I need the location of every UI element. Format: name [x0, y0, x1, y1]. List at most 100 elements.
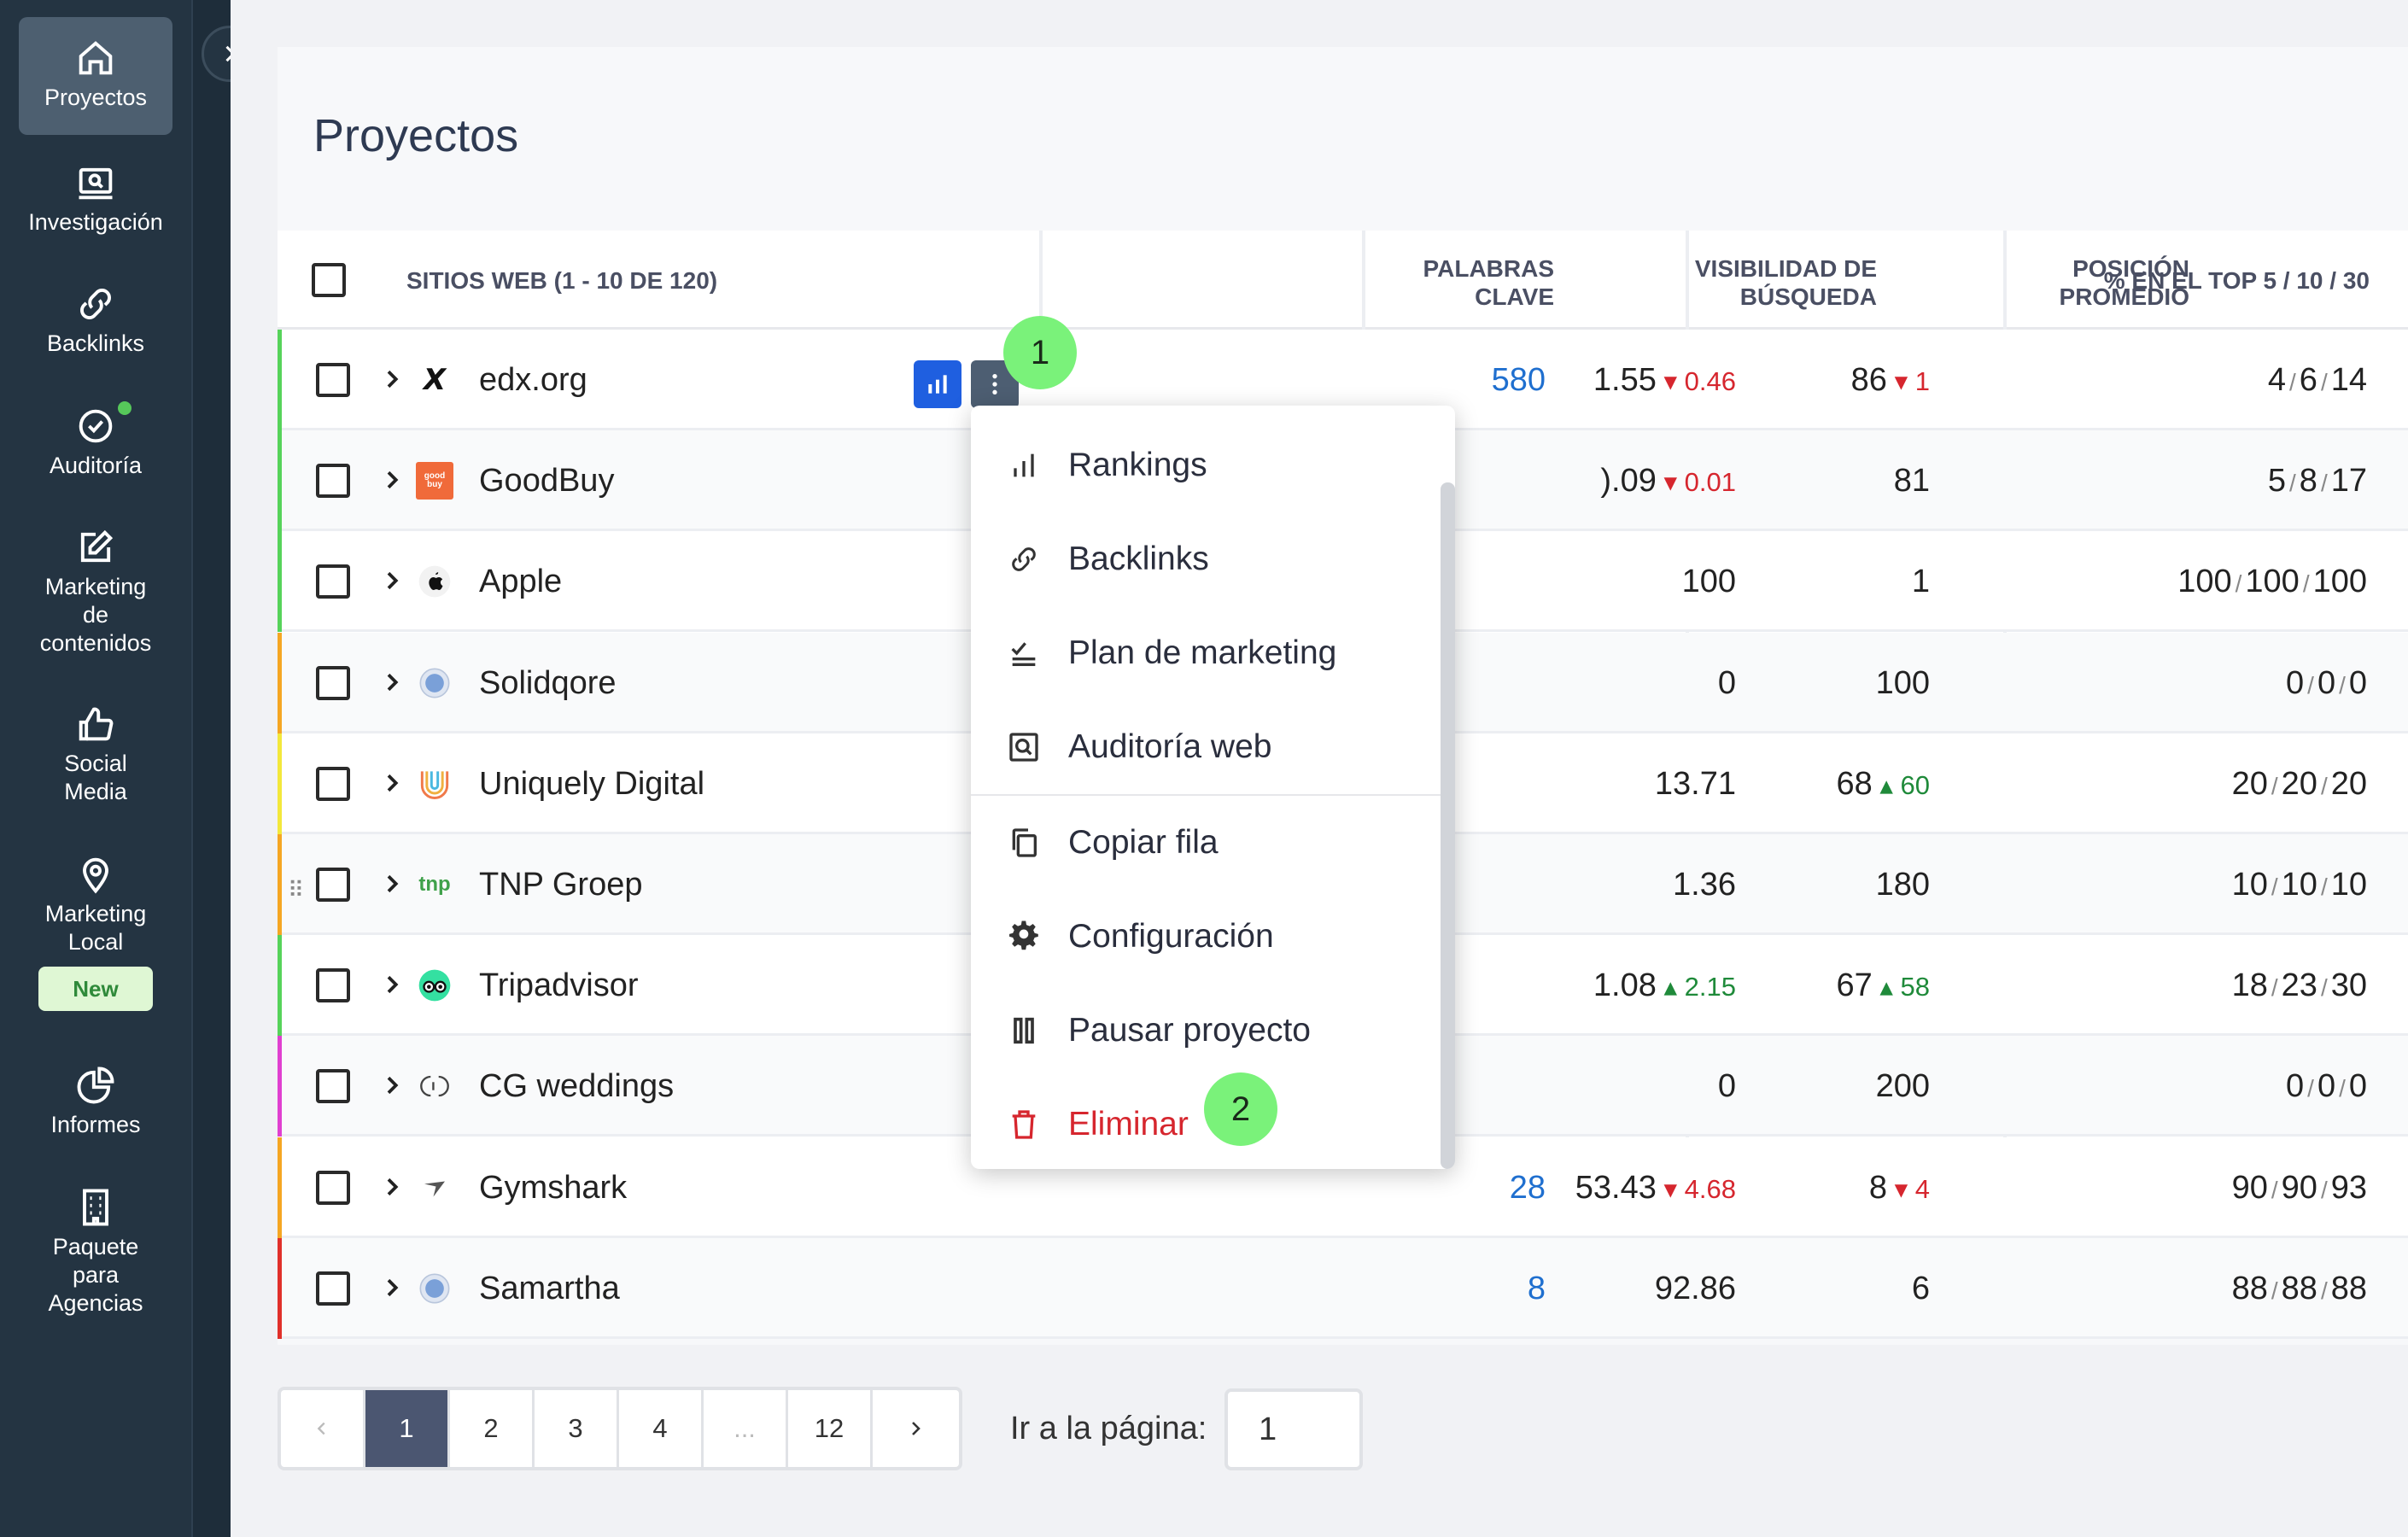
site-favicon: X: [423, 363, 447, 397]
menu-item-backlinks[interactable]: Backlinks: [971, 517, 1441, 602]
row-checkbox[interactable]: [316, 968, 350, 1003]
expand-row-icon[interactable]: [380, 1272, 406, 1303]
visibility-value: 92.86: [1654, 1270, 1736, 1306]
home-icon: [73, 36, 118, 80]
row-checkbox[interactable]: [316, 1170, 350, 1205]
row-checkbox[interactable]: [316, 766, 350, 801]
site-name[interactable]: Solidqore: [479, 664, 617, 701]
site-name[interactable]: Tripadvisor: [479, 967, 639, 1004]
header-top[interactable]: % EN EL TOP 5 / 10 / 30: [2103, 267, 2370, 294]
page-button[interactable]: 4: [619, 1390, 704, 1467]
sidebar-item-projects[interactable]: Proyectos: [19, 17, 172, 135]
menu-scrollbar[interactable]: [1441, 482, 1455, 1169]
keywords-value[interactable]: 8: [1527, 1270, 1546, 1306]
sidebar-item-label: Local: [67, 929, 124, 955]
row-checkbox[interactable]: [316, 665, 350, 700]
site-name[interactable]: Samartha: [479, 1270, 620, 1306]
sidebar-item-label: Proyectos: [44, 85, 148, 110]
page-button[interactable]: 12: [788, 1390, 873, 1467]
row-actions-menu: Rankings Backlinks Plan de marketing Aud…: [971, 406, 1455, 1169]
site-name[interactable]: TNP Groep: [479, 867, 643, 903]
visibility-value: 1.36: [1673, 867, 1736, 903]
row-checkbox[interactable]: [316, 464, 350, 499]
site-name[interactable]: Uniquely Digital: [479, 765, 705, 802]
checklist-icon: [1005, 634, 1043, 672]
menu-item-marketing-plan[interactable]: Plan de marketing: [971, 611, 1441, 696]
row-checkbox[interactable]: [316, 363, 350, 397]
top-value: 0/0/0: [2286, 664, 2367, 701]
header-sites[interactable]: SITIOS WEB (1 - 10 de 120): [406, 267, 718, 294]
sidebar-item-label: Backlinks: [46, 330, 145, 356]
menu-item-label: Pausar proyecto: [1068, 1012, 1311, 1049]
expand-row-icon[interactable]: [380, 364, 406, 394]
sidebar-item-local-marketing[interactable]: Marketing Local New: [19, 852, 172, 1011]
table-row[interactable]: Samartha 8 92.86 6 88/88/88: [278, 1237, 2408, 1339]
expand-row-icon[interactable]: [380, 1172, 406, 1202]
site-favicon: [416, 967, 453, 1004]
header-position[interactable]: POSICIÓN PROMEDIO: [2059, 255, 2189, 310]
expand-row-icon[interactable]: [380, 969, 406, 1000]
sidebar-item-social-media[interactable]: Social Media: [19, 702, 172, 806]
prev-page-button[interactable]: [281, 1390, 365, 1467]
position-value: 1: [1911, 564, 1930, 600]
row-checkbox[interactable]: [316, 1069, 350, 1104]
site-name[interactable]: CG weddings: [479, 1068, 675, 1105]
site-name[interactable]: Apple: [479, 564, 563, 600]
site-name[interactable]: GoodBuy: [479, 463, 615, 500]
expand-row-icon[interactable]: [380, 565, 406, 596]
sidebar-item-agency-pack[interactable]: Paquete para Agencias: [19, 1185, 172, 1318]
goto-page-input[interactable]: [1224, 1388, 1363, 1470]
drag-handle[interactable]: ⠿: [288, 877, 305, 903]
sidebar-item-content-marketing[interactable]: Marketing de contenidos: [19, 525, 172, 657]
sidebar-item-label: Informes: [50, 1112, 141, 1137]
page-button[interactable]: 1: [365, 1390, 450, 1467]
sidebar-item-audit[interactable]: Auditoría: [19, 404, 172, 480]
keywords-value[interactable]: 28: [1509, 1169, 1546, 1206]
copy-icon: [1005, 824, 1043, 862]
link-icon: [1005, 541, 1043, 578]
sidebar-item-reports[interactable]: Informes: [19, 1063, 172, 1139]
visibility-value: 1.08 ▴ 2.15: [1593, 967, 1736, 1004]
menu-item-rankings[interactable]: Rankings: [971, 423, 1441, 508]
header-keywords[interactable]: PALABRAS CLAVE: [1423, 255, 1554, 310]
row-checkbox[interactable]: [316, 868, 350, 902]
select-all-checkbox[interactable]: [312, 263, 346, 297]
pagination: 1 2 3 4 ... 12: [278, 1387, 962, 1470]
sidebar: Proyectos Investigación Backlinks Audito…: [0, 0, 191, 1537]
menu-item-delete[interactable]: Eliminar: [971, 1082, 1441, 1167]
site-favicon: [416, 1067, 453, 1105]
menu-item-label: Copiar fila: [1068, 824, 1219, 861]
top-value: 20/20/20: [2231, 765, 2367, 802]
expand-row-icon[interactable]: [380, 868, 406, 899]
pie-chart-icon: [73, 1063, 118, 1107]
site-name[interactable]: edx.org: [479, 362, 587, 398]
position-value: 68 ▴ 60: [1836, 765, 1930, 802]
row-checkbox[interactable]: [316, 1271, 350, 1306]
page-button[interactable]: 3: [535, 1390, 619, 1467]
row-checkbox[interactable]: [316, 564, 350, 599]
menu-item-settings[interactable]: Configuración: [971, 894, 1441, 979]
table-header: SITIOS WEB (1 - 10 de 120) PALABRAS CLAVE…: [278, 231, 2408, 330]
visibility-value: 0: [1717, 1068, 1736, 1105]
sidebar-item-research[interactable]: Investigación: [19, 161, 172, 237]
site-favicon: [416, 664, 453, 702]
row-status-bar: [278, 935, 282, 1037]
menu-item-pause-project[interactable]: Pausar proyecto: [971, 988, 1441, 1073]
row-stats-button[interactable]: [914, 360, 961, 408]
menu-item-label: Auditoría web: [1068, 728, 1272, 765]
site-name[interactable]: Gymshark: [479, 1169, 628, 1206]
menu-item-copy-row[interactable]: Copiar fila: [971, 800, 1441, 885]
expand-row-icon[interactable]: [380, 768, 406, 798]
menu-item-web-audit[interactable]: Auditoría web: [971, 704, 1441, 790]
visibility-value: 1.55 ▾ 0.46: [1593, 362, 1736, 398]
expand-row-icon[interactable]: [380, 465, 406, 495]
expand-row-icon[interactable]: [380, 1070, 406, 1101]
research-icon: [73, 161, 118, 205]
header-visibility[interactable]: VISIBILIDAD DE BÚSQUEDA: [1694, 255, 1877, 310]
next-page-button[interactable]: [873, 1390, 957, 1467]
expand-row-icon[interactable]: [380, 667, 406, 698]
sidebar-item-backlinks[interactable]: Backlinks: [19, 282, 172, 358]
keywords-value[interactable]: 580: [1491, 362, 1546, 398]
page-button[interactable]: 2: [450, 1390, 535, 1467]
sidebar-rail: [191, 0, 231, 1537]
